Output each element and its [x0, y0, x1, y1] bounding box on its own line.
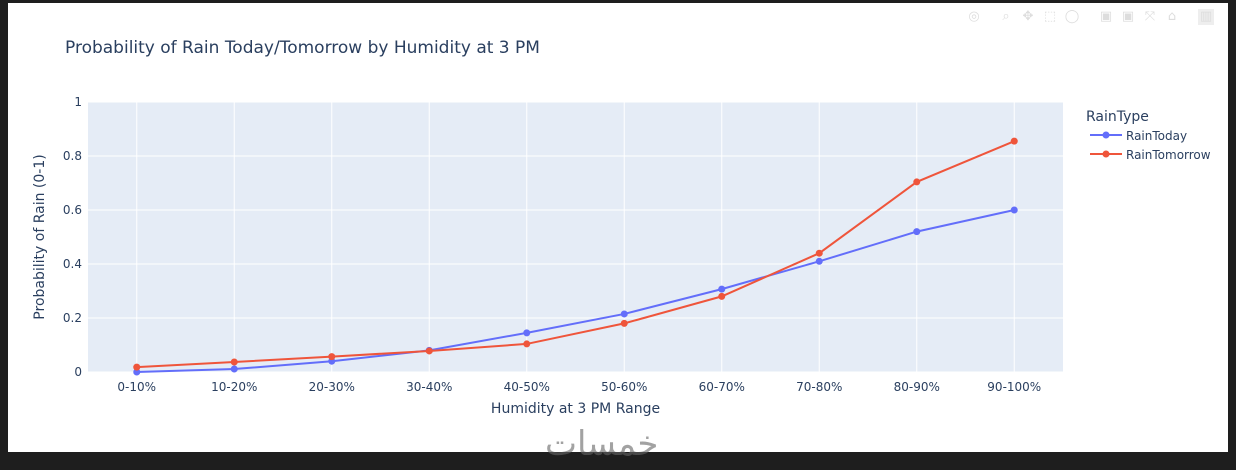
y-tick-label: 0.2: [63, 311, 82, 325]
data-point-RainToday: [230, 365, 238, 373]
data-point-RainToday: [620, 310, 628, 318]
legend-marker: [1102, 131, 1110, 139]
data-point-RainTomorrow: [718, 292, 726, 300]
x-tick-label: 40-50%: [504, 380, 550, 394]
chart-panel: ◎ ⌕ ✥ ⬚ ◯ ▣ ▣ ⤧ ⌂ ▥ 0-10% 10-20% 20-30% 30-…: [8, 3, 1228, 452]
x-tick-label: 70-80%: [796, 380, 842, 394]
pan-icon[interactable]: ✥: [1022, 9, 1034, 24]
y-tick-label: 0: [74, 365, 82, 379]
y-tick-label: 0.4: [63, 257, 82, 271]
x-tick-label: 20-30%: [309, 380, 355, 394]
data-point-RainTomorrow: [913, 178, 921, 186]
lasso-icon[interactable]: ◯: [1064, 9, 1080, 24]
x-tick-label: 60-70%: [699, 380, 745, 394]
data-point-RainTomorrow: [815, 249, 823, 257]
box-select-icon[interactable]: ⬚: [1043, 9, 1057, 24]
legend-marker: [1102, 150, 1110, 158]
zoom-out-icon[interactable]: ▣: [1121, 9, 1135, 24]
zoom-icon[interactable]: ⌕: [1002, 9, 1010, 24]
y-tick-label: 0.6: [63, 203, 82, 217]
series-line-RainTomorrow: [136, 140, 1015, 369]
legend-item-RainToday[interactable]: RainToday: [1126, 129, 1187, 143]
series-line-RainToday: [136, 209, 1015, 373]
data-point-RainToday: [815, 257, 823, 265]
watermark: خمسات: [545, 424, 659, 464]
camera-icon[interactable]: ◎: [968, 9, 980, 24]
legend-title: RainType: [1086, 109, 1149, 125]
line-chart: 0-10% 10-20% 20-30% 30-40% 40-50% 50-60% 60-70…: [32, 38, 1211, 417]
data-point-RainTomorrow: [523, 340, 531, 348]
x-tick-label: 50-60%: [601, 380, 647, 394]
data-point-RainTomorrow: [328, 353, 336, 361]
data-point-RainTomorrow: [133, 363, 141, 371]
zoom-in-icon[interactable]: ▣: [1099, 9, 1113, 24]
y-tick-label: 1: [74, 95, 82, 109]
data-point-RainToday: [133, 368, 141, 376]
y-tick-label: 0.8: [63, 149, 82, 163]
data-point-RainToday: [913, 228, 921, 236]
data-point-RainToday: [1010, 206, 1018, 214]
autoscale-icon[interactable]: ⤧: [1144, 9, 1156, 24]
legend-item-RainTomorrow[interactable]: RainTomorrow: [1126, 148, 1211, 162]
x-tick-label: 90-100%: [987, 380, 1041, 394]
data-point-RainToday: [523, 329, 531, 337]
x-tick-label: 0-10%: [117, 380, 156, 394]
y-axis-label: Probability of Rain (0-1): [32, 154, 48, 319]
data-point-RainTomorrow: [230, 358, 238, 366]
data-point-RainTomorrow: [425, 347, 433, 355]
reset-axes-icon[interactable]: ⌂: [1167, 9, 1177, 24]
x-tick-label: 10-20%: [211, 380, 257, 394]
x-tick-label: 80-90%: [894, 380, 940, 394]
data-point-RainToday: [718, 285, 726, 293]
chart-title: Probability of Rain Today/Tomorrow by Hu…: [65, 38, 540, 58]
data-point-RainTomorrow: [1010, 137, 1018, 145]
x-tick-label: 30-40%: [406, 380, 452, 394]
data-point-RainTomorrow: [620, 319, 628, 327]
plotly-logo-icon[interactable]: ▥: [1198, 9, 1214, 25]
x-axis-label: Humidity at 3 PM Range: [491, 401, 660, 417]
